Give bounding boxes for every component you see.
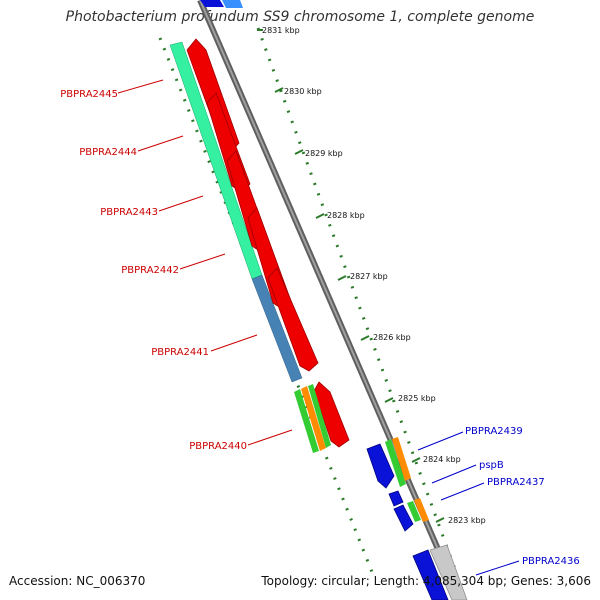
gene-label[interactable]: PBPRA2441 bbox=[151, 347, 209, 358]
cds-orange bbox=[392, 437, 411, 481]
gene-labels-left: PBPRA2445 PBPRA2444 PBPRA2443 PBPRA2442 … bbox=[60, 89, 247, 452]
leader-line bbox=[475, 560, 520, 576]
tick-label: 2828 kbp bbox=[327, 211, 365, 220]
tick-mark-2829 bbox=[294, 149, 304, 155]
leader-line bbox=[417, 431, 464, 451]
leader-line bbox=[158, 195, 204, 212]
tick-label: 2823 kbp bbox=[448, 516, 486, 525]
cds-arrow-red bbox=[313, 381, 350, 448]
gene-label[interactable]: PBPRA2444 bbox=[79, 147, 137, 158]
label-leader-lines bbox=[117, 79, 520, 576]
feature-gray bbox=[429, 544, 468, 600]
ruler-tick-labels: 2831 kbp 2830 kbp 2829 kbp 2828 kbp 2827… bbox=[262, 26, 486, 525]
tick-mark-2827 bbox=[337, 275, 347, 281]
leader-line bbox=[117, 79, 164, 94]
large-feature-band bbox=[169, 41, 303, 383]
tick-mark-2823 bbox=[435, 517, 445, 523]
map-title: Photobacterium profundum SS9 chromosome … bbox=[65, 9, 535, 25]
gene-labels-right: PBPRA2439 pspB PBPRA2437 PBPRA2436 bbox=[465, 426, 580, 567]
tick-label: 2827 kbp bbox=[350, 272, 388, 281]
gene-label[interactable]: PBPRA2440 bbox=[189, 441, 247, 452]
cds-orange bbox=[414, 498, 429, 522]
cds-top-lightblue bbox=[222, 0, 243, 8]
tick-label: 2826 kbp bbox=[373, 333, 411, 342]
genome-summary-text: Topology: circular; Length: 4,085,304 bp… bbox=[261, 574, 591, 588]
gene-label[interactable]: PBPRA2445 bbox=[60, 89, 118, 100]
leader-line bbox=[210, 334, 258, 352]
feature-cluster-2440 bbox=[294, 384, 331, 453]
tick-label: 2825 kbp bbox=[398, 394, 436, 403]
cds-green bbox=[294, 389, 319, 453]
cds-arrow-blue bbox=[393, 504, 414, 532]
gene-label[interactable]: PBPRA2443 bbox=[100, 207, 158, 218]
tick-mark-2825 bbox=[384, 397, 394, 403]
leader-line bbox=[440, 482, 485, 501]
top-features bbox=[200, 0, 243, 8]
cds-arrow-blue bbox=[388, 490, 404, 507]
cds-arrow-blue bbox=[412, 549, 449, 600]
leader-line bbox=[179, 253, 226, 270]
tick-label: 2824 kbp bbox=[423, 455, 461, 464]
cds-top-blue bbox=[200, 0, 224, 7]
tick-label: 2831 kbp bbox=[262, 26, 300, 35]
tick-label: 2829 kbp bbox=[305, 149, 343, 158]
tick-mark-2830 bbox=[274, 87, 284, 93]
tick-mark-2824 bbox=[411, 457, 421, 463]
leader-line bbox=[247, 429, 293, 446]
gene-label[interactable]: PBPRA2437 bbox=[487, 477, 545, 488]
cds-green bbox=[385, 439, 406, 487]
leader-line bbox=[137, 135, 184, 152]
gene-label[interactable]: pspB bbox=[479, 460, 504, 471]
feature-steelblue bbox=[251, 274, 303, 383]
cds-green bbox=[407, 501, 421, 522]
cds-arrow-red bbox=[267, 267, 319, 372]
cds-green bbox=[308, 384, 331, 448]
gene-label[interactable]: PBPRA2439 bbox=[465, 426, 523, 437]
accession-text: Accession: NC_006370 bbox=[9, 574, 146, 588]
tick-label: 2830 kbp bbox=[284, 87, 322, 96]
gene-label[interactable]: PBPRA2436 bbox=[522, 556, 580, 567]
blue-cds-arrows bbox=[366, 437, 468, 600]
cds-orange bbox=[301, 386, 326, 451]
gene-label[interactable]: PBPRA2442 bbox=[121, 265, 179, 276]
cds-arrow-blue bbox=[366, 443, 395, 489]
leader-line bbox=[431, 464, 477, 484]
tick-mark-2826 bbox=[360, 335, 370, 341]
tick-mark-2828 bbox=[315, 213, 325, 219]
ruler-tick-marks bbox=[257, 29, 445, 523]
red-cds-arrows bbox=[186, 38, 350, 448]
